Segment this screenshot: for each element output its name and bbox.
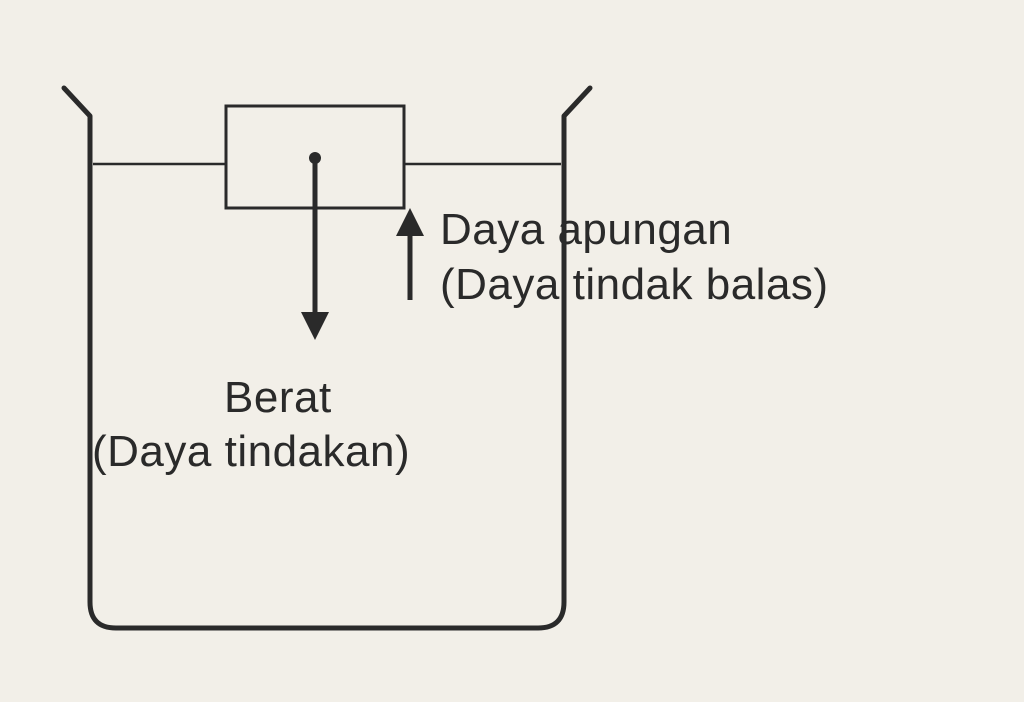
weight-arrow-head: [301, 312, 329, 340]
buoyancy-label-line1: Daya apungan: [440, 202, 829, 257]
weight-label-line2: (Daya tindakan): [92, 424, 410, 479]
diagram-svg: [0, 0, 1024, 702]
weight-label-line1: Berat: [224, 370, 332, 425]
buoyancy-label: Daya apungan (Daya tindak balas): [440, 202, 829, 312]
buoyancy-label-line2: (Daya tindak balas): [440, 257, 829, 312]
buoyancy-diagram: Daya apungan (Daya tindak balas) Berat (…: [0, 0, 1024, 702]
buoyancy-arrow-head: [396, 208, 424, 236]
